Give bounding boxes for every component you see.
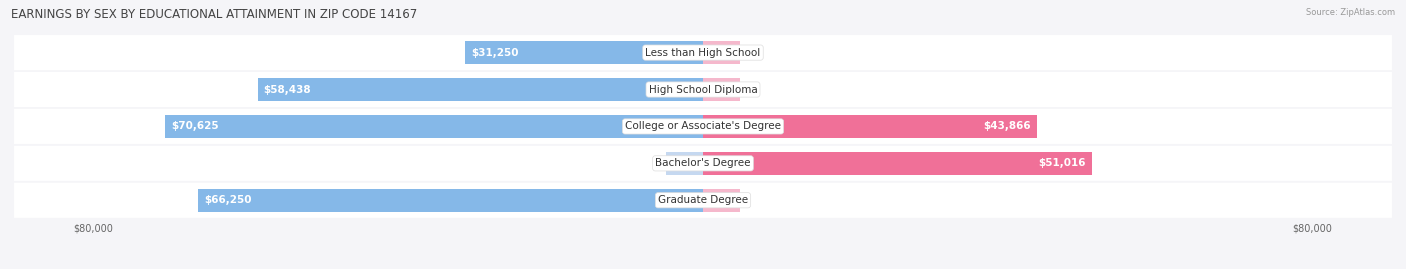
FancyBboxPatch shape bbox=[14, 109, 1392, 144]
Bar bbox=[198, 189, 703, 212]
Text: $0: $0 bbox=[686, 158, 700, 168]
Text: Bachelor's Degree: Bachelor's Degree bbox=[655, 158, 751, 168]
Text: $66,250: $66,250 bbox=[204, 195, 252, 205]
Bar bbox=[703, 78, 740, 101]
Text: $0: $0 bbox=[706, 48, 720, 58]
Text: College or Associate's Degree: College or Associate's Degree bbox=[626, 121, 780, 132]
Text: $58,438: $58,438 bbox=[264, 84, 311, 94]
Text: Graduate Degree: Graduate Degree bbox=[658, 195, 748, 205]
Text: EARNINGS BY SEX BY EDUCATIONAL ATTAINMENT IN ZIP CODE 14167: EARNINGS BY SEX BY EDUCATIONAL ATTAINMEN… bbox=[11, 8, 418, 21]
Bar bbox=[703, 189, 740, 212]
Bar bbox=[703, 41, 740, 64]
Text: $0: $0 bbox=[706, 195, 720, 205]
Bar bbox=[703, 152, 1092, 175]
Text: $0: $0 bbox=[706, 84, 720, 94]
FancyBboxPatch shape bbox=[14, 183, 1392, 218]
Bar bbox=[703, 115, 1038, 138]
FancyBboxPatch shape bbox=[14, 146, 1392, 181]
Text: $70,625: $70,625 bbox=[172, 121, 218, 132]
Text: Less than High School: Less than High School bbox=[645, 48, 761, 58]
Text: $43,866: $43,866 bbox=[984, 121, 1031, 132]
FancyBboxPatch shape bbox=[14, 35, 1392, 70]
Bar bbox=[165, 115, 703, 138]
Bar bbox=[257, 78, 703, 101]
Bar bbox=[465, 41, 703, 64]
Bar bbox=[666, 152, 703, 175]
FancyBboxPatch shape bbox=[14, 72, 1392, 107]
Text: High School Diploma: High School Diploma bbox=[648, 84, 758, 94]
Text: $51,016: $51,016 bbox=[1038, 158, 1085, 168]
Text: Source: ZipAtlas.com: Source: ZipAtlas.com bbox=[1306, 8, 1395, 17]
Text: $31,250: $31,250 bbox=[471, 48, 519, 58]
